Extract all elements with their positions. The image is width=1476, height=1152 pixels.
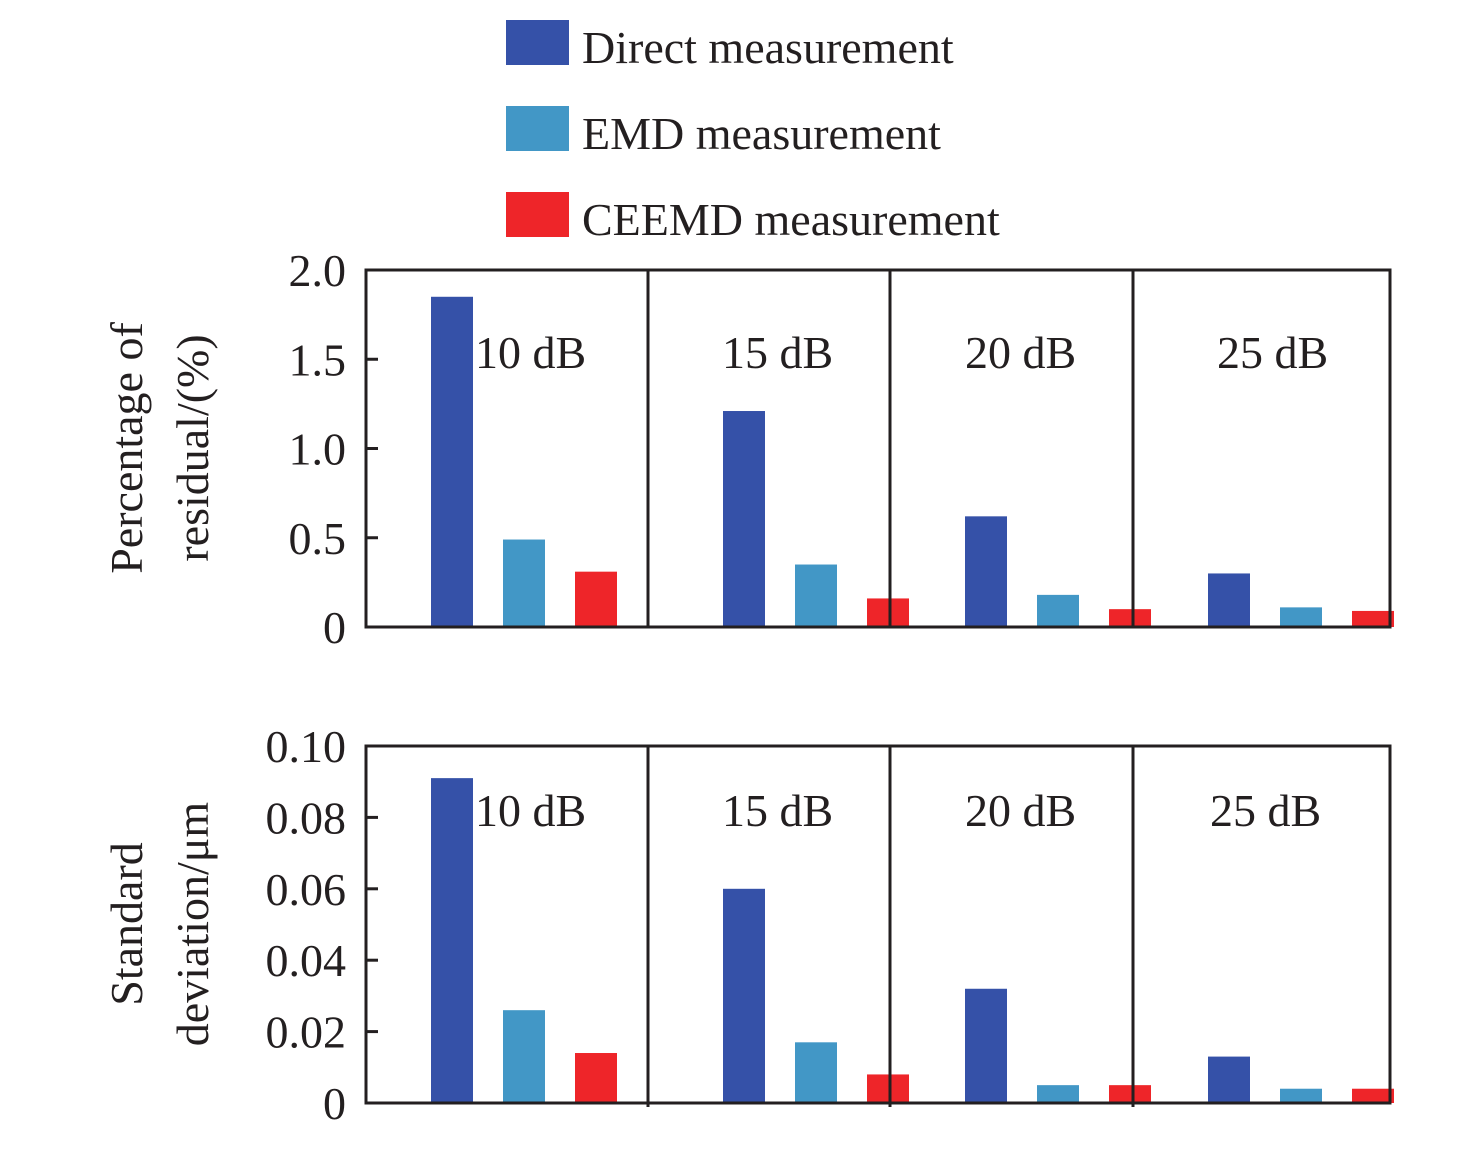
y-tick-label: 0 — [323, 1078, 346, 1129]
bar-direct-10db — [431, 296, 473, 627]
bar-direct-25db — [1208, 573, 1250, 627]
bar-direct-25db — [1208, 1056, 1250, 1103]
bar-emd-10db — [503, 1010, 545, 1103]
bar-direct-20db — [965, 516, 1007, 627]
group-label: 20 dB — [965, 785, 1076, 836]
legend: Direct measurement EMD measurement CEEMD… — [506, 20, 1000, 245]
y-tick-label: 0.08 — [266, 792, 347, 843]
bar-direct-20db — [965, 988, 1007, 1103]
plot-frame — [364, 744, 1392, 1105]
bar-ceemd-10db — [575, 1053, 617, 1103]
group-label: 15 dB — [722, 785, 833, 836]
y-axis-title: Standard — [101, 842, 152, 1006]
bar-ceemd-25db — [1352, 1088, 1394, 1103]
legend-swatch-direct — [506, 20, 569, 65]
bar-direct-15db — [723, 888, 765, 1103]
bar-ceemd-15db — [867, 1074, 909, 1103]
bar-emd-10db — [503, 539, 545, 627]
group-label: 10 dB — [475, 785, 586, 836]
y-tick-label: 0.06 — [266, 864, 347, 915]
y-tick-label: 2.0 — [289, 245, 347, 296]
legend-label-direct: Direct measurement — [582, 22, 954, 73]
bar-emd-15db — [795, 564, 837, 627]
group-label: 25 dB — [1210, 785, 1321, 836]
group-label: 15 dB — [722, 327, 833, 378]
y-tick-label: 1.0 — [289, 424, 347, 475]
y-axis-title: Percentage of — [101, 322, 152, 574]
bar-emd-20db — [1037, 1085, 1079, 1103]
bar-direct-15db — [723, 411, 765, 627]
std-deviation-chart: 0 0.02 0.04 0.06 0.08 0.10 10 dB 15 dB 20 dB 25 d… — [101, 721, 1394, 1129]
bar-emd-15db — [795, 1042, 837, 1103]
group-label: 20 dB — [965, 327, 1076, 378]
bar-emd-25db — [1280, 1088, 1322, 1103]
y-tick-label: 0.10 — [266, 721, 347, 772]
bar-ceemd-20db — [1109, 1085, 1151, 1103]
y-tick-label: 0.02 — [266, 1007, 347, 1058]
bar-ceemd-25db — [1352, 610, 1394, 627]
y-tick-label: 0 — [323, 602, 346, 653]
y-axis-title: residual/(%) — [167, 334, 218, 561]
legend-label-ceemd: CEEMD measurement — [582, 194, 1000, 245]
bar-ceemd-20db — [1109, 609, 1151, 627]
residual-chart: 0 0.5 1.0 1.5 2.0 10 dB 15 dB 20 dB 25 dB Percent… — [101, 245, 1394, 653]
bar-emd-25db — [1280, 607, 1322, 627]
bar-direct-10db — [431, 778, 473, 1103]
y-tick-label: 0.5 — [289, 513, 347, 564]
bar-ceemd-10db — [575, 571, 617, 627]
legend-swatch-emd — [506, 106, 569, 151]
legend-label-emd: EMD measurement — [582, 108, 941, 159]
group-label: 25 dB — [1217, 327, 1328, 378]
y-tick-label: 1.5 — [289, 334, 347, 385]
group-label: 10 dB — [475, 327, 586, 378]
y-axis-title: deviation/μm — [167, 802, 218, 1047]
legend-swatch-ceemd — [506, 192, 569, 237]
bar-emd-20db — [1037, 594, 1079, 627]
bar-ceemd-15db — [867, 598, 909, 627]
y-tick-label: 0.04 — [266, 935, 347, 986]
